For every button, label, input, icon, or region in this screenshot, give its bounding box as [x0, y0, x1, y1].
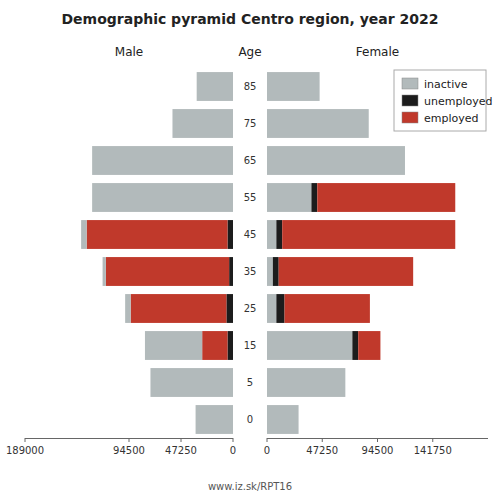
x-tick	[25, 438, 26, 442]
bar-segment	[267, 368, 345, 397]
x-tick-label: 94500	[362, 445, 394, 456]
footer: www.iz.sk/RPT16	[208, 481, 292, 492]
bar-segment	[196, 405, 233, 434]
bar-segment	[267, 109, 369, 138]
x-tick-label: 94500	[113, 445, 145, 456]
bar-segment	[345, 368, 346, 397]
bar-segment	[282, 220, 455, 249]
x-tick	[129, 438, 130, 442]
bar-segment	[368, 109, 369, 138]
age-label: 85	[244, 81, 257, 92]
bar-segment	[145, 331, 202, 360]
bar-segment	[279, 257, 413, 286]
age-header: Age	[238, 45, 261, 59]
x-tick	[377, 438, 378, 442]
x-tick	[322, 438, 323, 442]
bar-segment	[229, 257, 233, 286]
bar-segment	[345, 368, 346, 397]
age-label: 25	[244, 303, 257, 314]
x-tick	[267, 438, 268, 442]
bar-segment	[92, 183, 233, 212]
bar-segment	[285, 294, 370, 323]
x-tick	[432, 438, 433, 442]
bars	[81, 72, 233, 434]
bar-segment	[404, 146, 405, 175]
age-label: 75	[244, 118, 257, 129]
bar-segment	[267, 405, 299, 434]
bar-segment	[276, 220, 282, 249]
x-tick	[233, 438, 234, 442]
legend-label: inactive	[424, 78, 468, 91]
bar-segment	[267, 220, 276, 249]
bar-segment	[87, 220, 228, 249]
legend-swatch	[402, 112, 418, 123]
age-label: 55	[244, 192, 257, 203]
age-label: 15	[244, 340, 257, 351]
bar-segment	[172, 109, 233, 138]
bar-segment	[267, 146, 405, 175]
bar-segment	[131, 294, 227, 323]
age-label: 65	[244, 155, 257, 166]
bar-segment	[319, 72, 320, 101]
bar-segment	[202, 331, 227, 360]
bar-segment	[197, 72, 233, 101]
bar-segment	[267, 294, 276, 323]
x-tick-label: 0	[264, 445, 270, 456]
bar-segment	[352, 331, 358, 360]
bar-segment	[311, 183, 317, 212]
bar-segment	[273, 257, 279, 286]
bar-segment	[150, 368, 233, 397]
x-tick-label: 0	[230, 445, 236, 456]
legend-label: employed	[424, 112, 479, 125]
bar-segment	[368, 109, 369, 138]
bar-segment	[226, 294, 233, 323]
bar-segment	[103, 257, 106, 286]
x-tick-label: 189000	[6, 445, 44, 456]
bar-segment	[125, 294, 131, 323]
x-tick	[181, 438, 182, 442]
bar-segment	[81, 220, 87, 249]
x-tick-label: 47250	[165, 445, 197, 456]
panel-header: Female	[356, 45, 399, 59]
bar-segment	[404, 146, 405, 175]
legend-swatch	[402, 95, 418, 106]
bar-segment	[276, 294, 284, 323]
bar-segment	[227, 331, 233, 360]
bar-segment	[319, 72, 320, 101]
legend-label: unemployed	[424, 95, 492, 108]
title: Demographic pyramid Centro region, year …	[61, 11, 438, 27]
panel-header: Male	[115, 45, 143, 59]
bar-segment	[298, 405, 299, 434]
bar-segment	[298, 405, 299, 434]
bar-segment	[267, 257, 273, 286]
bar-segment	[358, 331, 380, 360]
legend: inactive unemployed employed	[394, 70, 492, 131]
age-label: 5	[247, 377, 253, 388]
bar-segment	[267, 72, 320, 101]
bar-segment	[106, 257, 229, 286]
age-label: 0	[247, 414, 253, 425]
bar-segment	[267, 331, 352, 360]
age-label: 35	[244, 266, 257, 277]
legend-swatch	[402, 78, 418, 89]
x-tick-label: 141750	[414, 445, 452, 456]
bar-segment	[227, 220, 233, 249]
chart: Demographic pyramid Centro region, year …	[0, 0, 500, 500]
age-label: 45	[244, 229, 257, 240]
bar-segment	[317, 183, 455, 212]
bar-segment	[92, 146, 233, 175]
x-tick-label: 47250	[306, 445, 338, 456]
bar-segment	[267, 183, 311, 212]
